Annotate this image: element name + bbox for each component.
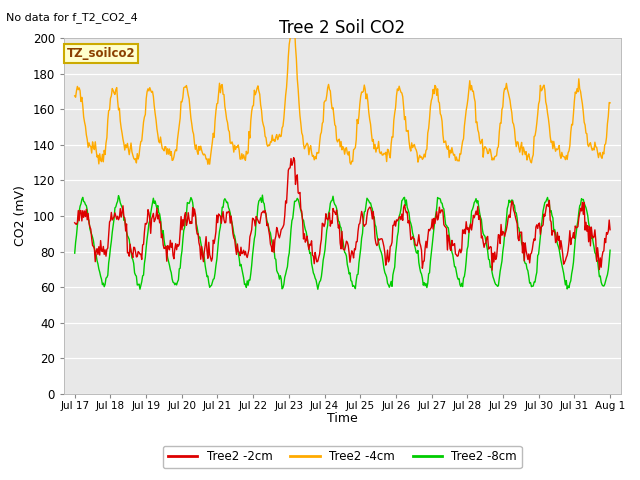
- Text: TZ_soilco2: TZ_soilco2: [67, 47, 136, 60]
- X-axis label: Time: Time: [327, 412, 358, 425]
- Text: No data for f_T2_CO2_4: No data for f_T2_CO2_4: [6, 12, 138, 23]
- Title: Tree 2 Soil CO2: Tree 2 Soil CO2: [279, 19, 406, 37]
- Legend: Tree2 -2cm, Tree2 -4cm, Tree2 -8cm: Tree2 -2cm, Tree2 -4cm, Tree2 -8cm: [163, 445, 522, 468]
- Y-axis label: CO2 (mV): CO2 (mV): [14, 186, 27, 246]
